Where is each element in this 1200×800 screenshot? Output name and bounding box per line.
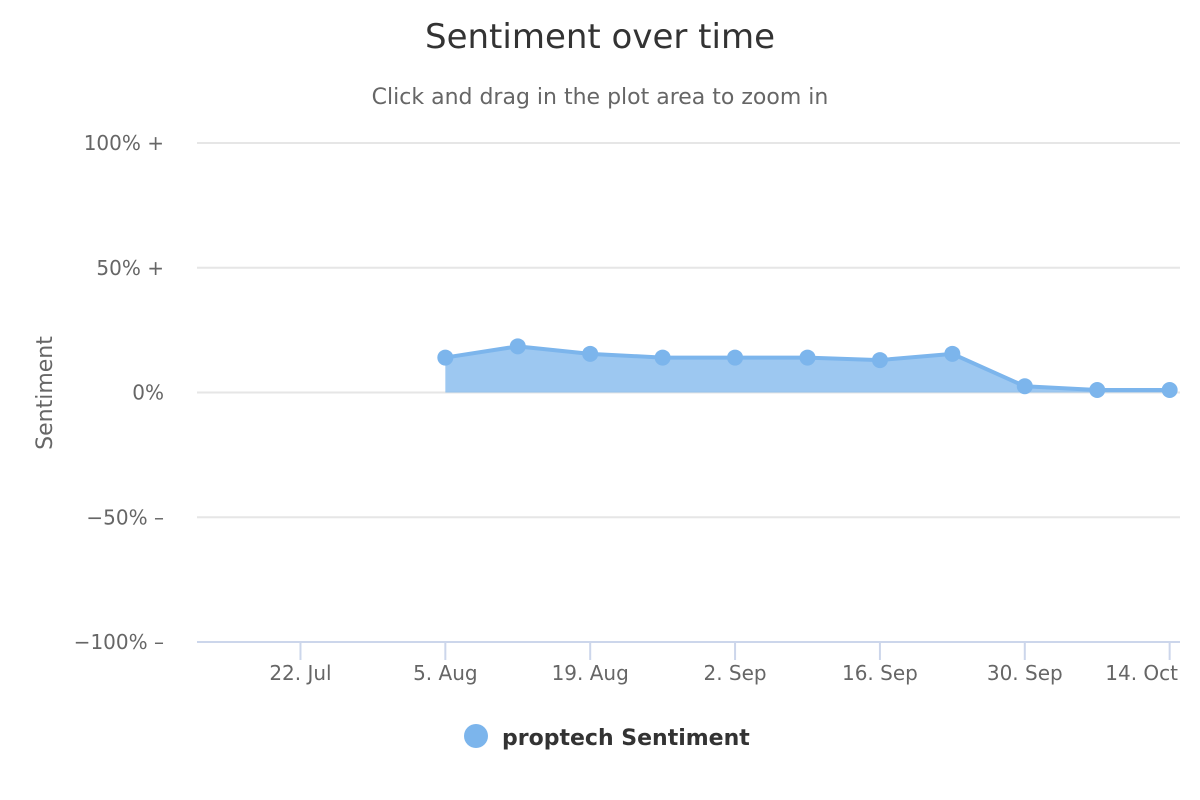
legend[interactable]: proptech Sentiment bbox=[464, 724, 750, 751]
chart-title: Sentiment over time bbox=[425, 17, 775, 57]
legend-marker-icon[interactable] bbox=[464, 724, 488, 748]
y-tick-label: −100% – bbox=[74, 630, 164, 654]
data-point[interactable] bbox=[509, 338, 526, 355]
data-point[interactable] bbox=[727, 349, 744, 366]
plot-area[interactable] bbox=[437, 338, 1178, 399]
x-tick-label: 22. Jul bbox=[269, 661, 331, 685]
x-axis: 22. Jul 5. Aug 19. Aug 2. Sep 16. Sep 30. Sep… bbox=[197, 641, 1180, 685]
data-point[interactable] bbox=[1161, 382, 1178, 399]
data-point[interactable] bbox=[1016, 378, 1033, 395]
data-point[interactable] bbox=[437, 349, 454, 366]
x-tick-label: 30. Sep bbox=[987, 661, 1063, 685]
series-area bbox=[445, 346, 1170, 393]
data-point[interactable] bbox=[582, 345, 599, 362]
legend-item-proptech-sentiment[interactable]: proptech Sentiment bbox=[502, 726, 750, 751]
x-tick-label: 19. Aug bbox=[552, 661, 629, 685]
x-tick-label: 14. Oct bbox=[1105, 661, 1178, 685]
y-axis-ticks: 100% + 50% + 0% −50% – −100% – bbox=[74, 131, 164, 654]
data-point[interactable] bbox=[1089, 382, 1106, 399]
y-tick-label: 0% bbox=[132, 381, 164, 405]
x-tick-label: 16. Sep bbox=[842, 661, 918, 685]
data-point[interactable] bbox=[799, 349, 816, 366]
y-tick-label: 50% + bbox=[96, 256, 164, 280]
chart-subtitle: Click and drag in the plot area to zoom … bbox=[372, 85, 829, 110]
x-tick-label: 2. Sep bbox=[703, 661, 766, 685]
data-point[interactable] bbox=[871, 352, 888, 369]
y-axis-label: Sentiment bbox=[33, 336, 58, 450]
y-tick-label: −50% – bbox=[86, 505, 164, 529]
data-point[interactable] bbox=[654, 349, 671, 366]
data-point[interactable] bbox=[944, 345, 961, 362]
x-tick-label: 5. Aug bbox=[413, 661, 478, 685]
y-tick-label: 100% + bbox=[84, 131, 164, 155]
